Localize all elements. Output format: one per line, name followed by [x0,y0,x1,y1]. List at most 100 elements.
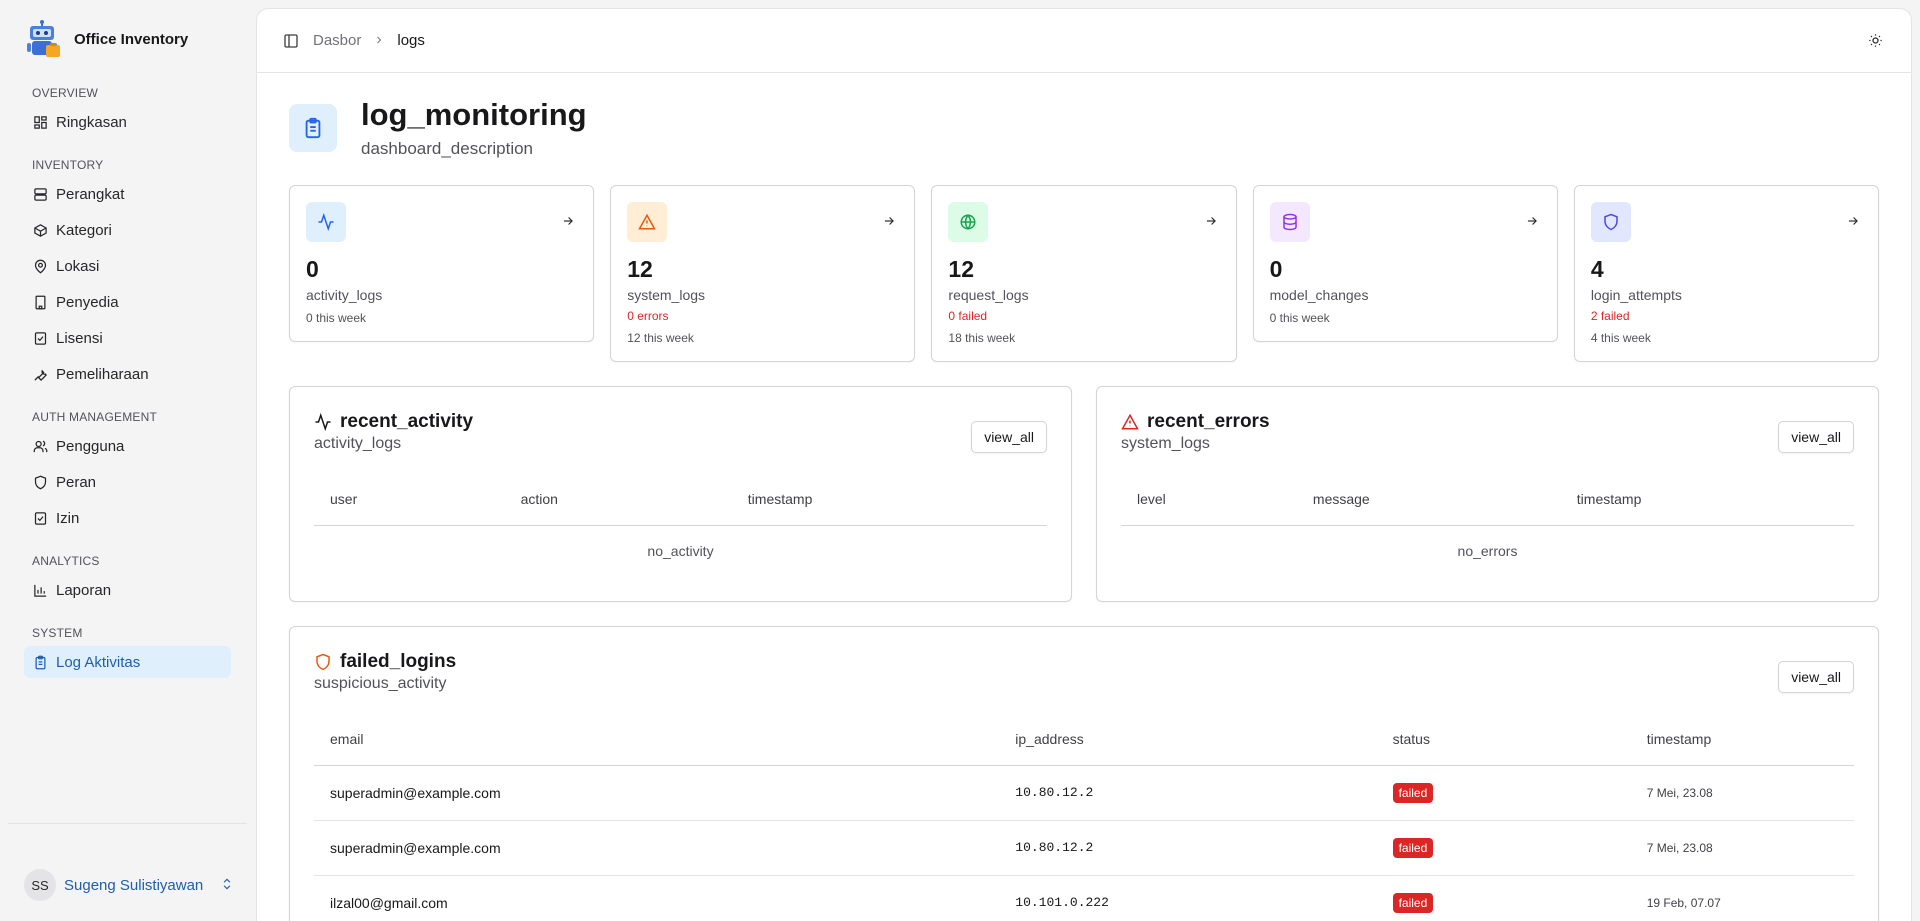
arrow-right-icon [561,214,575,231]
breadcrumb: Dasbor logs [313,32,425,49]
sidebar-item-label: Log Aktivitas [56,653,141,671]
file-check-icon [32,510,48,526]
chevrons-up-down-icon [220,877,234,894]
arrow-right-icon [1204,214,1218,231]
sidebar-item-label: Perangkat [56,185,125,203]
avatar: SS [24,869,56,901]
column-header[interactable]: status [1376,713,1631,766]
status-cell: failed [1376,875,1631,921]
sidebar-item-label: Peran [56,473,97,491]
stat-value: 0 [306,256,319,282]
nav-section-auth: AUTH MANAGEMENT Pengguna Peran Izin [0,410,255,534]
sidebar-item-laporan[interactable]: Laporan [24,574,231,606]
server-icon [32,186,48,202]
column-header[interactable]: level [1121,473,1297,526]
sidebar-item-log-aktivitas[interactable]: Log Aktivitas [24,646,231,678]
sidebar-item-penyedia[interactable]: Penyedia [24,286,231,318]
sidebar-item-label: Lokasi [56,257,100,275]
stat-card-model-changes[interactable]: 0 model_changes 0 this week [1252,185,1558,342]
arrow-right-icon [882,214,896,231]
sidebar-item-ringkasan[interactable]: Ringkasan [24,106,231,138]
table-row[interactable]: ilzal00@gmail.com 10.101.0.222 failed 19… [314,875,1854,921]
wrench-icon [32,366,48,382]
sidebar-item-label: Lisensi [56,329,103,347]
sidebar-item-pemeliharaan[interactable]: Pemeliharaan [24,358,231,390]
shield-icon [314,653,332,671]
building-icon [32,294,48,310]
nav-section-inventory: INVENTORY Perangkat Kategori Lokasi Peny… [0,158,255,390]
stat-label: model_changes [1269,287,1369,303]
column-header[interactable]: action [504,473,732,526]
app-name: Office Inventory [74,30,189,48]
column-header[interactable]: timestamp [1560,473,1854,526]
sidebar-item-izin[interactable]: Izin [24,502,231,534]
table-row[interactable]: superadmin@example.com 10.80.12.2 failed… [314,765,1854,821]
stat-card-login-attempts[interactable]: 4 login_attempts 2 failed 4 this week [1573,185,1880,362]
package-icon [32,222,48,238]
stat-value: 12 [627,256,653,282]
globe-icon [948,202,989,242]
database-icon [1269,202,1310,242]
column-header[interactable]: user [314,473,505,526]
email-cell: ilzal00@gmail.com [314,875,1000,921]
stat-card-system-logs[interactable]: 12 system_logs 0 errors 12 this week [610,185,916,362]
table-row[interactable]: superadmin@example.com 10.80.12.2 failed… [314,820,1854,876]
stat-label: login_attempts [1590,287,1682,303]
breadcrumb-root[interactable]: Dasbor [313,32,362,49]
user-menu[interactable]: SS Sugeng Sulistiyawan [24,869,234,901]
card-subtitle: system_logs [1121,435,1210,452]
view-all-failed-logins-button[interactable]: view_all [1778,661,1854,693]
column-header[interactable]: message [1296,473,1561,526]
failed-logins-table: email ip_address status timestamp supera… [314,713,1854,921]
brand[interactable]: Office Inventory [0,12,255,66]
nav-section-title: OVERVIEW [32,86,99,100]
stat-label: system_logs [627,287,706,303]
shield-icon [1590,202,1631,242]
sidebar-item-perangkat[interactable]: Perangkat [24,178,231,210]
sidebar-item-lokasi[interactable]: Lokasi [24,250,231,282]
card-subtitle: suspicious_activity [314,675,447,692]
alert-triangle-icon [627,202,668,242]
sidebar-item-label: Pengguna [56,437,125,455]
status-cell: failed [1376,820,1631,876]
view-all-activity-button[interactable]: view_all [971,421,1047,453]
main-panel: Dasbor logs log_monitoring dashboard_des… [256,8,1912,921]
sidebar-item-pengguna[interactable]: Pengguna [24,430,231,462]
stat-week: 0 this week [1269,311,1330,325]
file-check-icon [32,330,48,346]
sidebar-item-peran[interactable]: Peran [24,466,231,498]
column-header[interactable]: timestamp [731,473,1047,526]
recent-activity-card: recent_activity activity_logs view_all u… [289,386,1072,602]
stat-week: 4 this week [1590,331,1651,345]
stat-label: request_logs [948,287,1029,303]
status-cell: failed [1376,765,1631,821]
column-header[interactable]: email [314,713,1000,766]
theme-toggle-sun-icon[interactable] [1865,31,1885,51]
stat-card-activity-logs[interactable]: 0 activity_logs 0 this week [289,185,595,342]
sidebar-toggle-icon[interactable] [283,33,299,49]
stat-value: 0 [1269,256,1283,282]
column-header[interactable]: timestamp [1630,713,1854,766]
sidebar-divider [8,823,247,824]
breadcrumb-current: logs [397,32,425,49]
sidebar-item-label: Ringkasan [56,113,127,131]
stat-failed: 2 failed [1590,309,1630,323]
stat-failed: 0 failed [948,309,988,323]
sidebar-item-lisensi[interactable]: Lisensi [24,322,231,354]
clipboard-icon [32,654,48,670]
alert-triangle-icon [1121,413,1139,431]
timestamp-cell: 7 Mei, 23.08 [1630,765,1854,821]
stat-week: 12 this week [627,331,694,345]
recent-errors-card: recent_errors system_logs view_all level… [1096,386,1879,602]
status-badge: failed [1392,837,1434,858]
page-description: dashboard_description [361,139,534,158]
users-icon [32,438,48,454]
nav-section-title: ANALYTICS [32,554,100,568]
stat-card-request-logs[interactable]: 12 request_logs 0 failed 18 this week [931,185,1237,362]
column-header[interactable]: ip_address [999,713,1377,766]
nav-section-analytics: ANALYTICS Laporan [0,554,255,606]
sidebar-item-kategori[interactable]: Kategori [24,214,231,246]
email-cell: superadmin@example.com [314,820,1000,876]
shield-icon [32,474,48,490]
view-all-errors-button[interactable]: view_all [1778,421,1854,453]
